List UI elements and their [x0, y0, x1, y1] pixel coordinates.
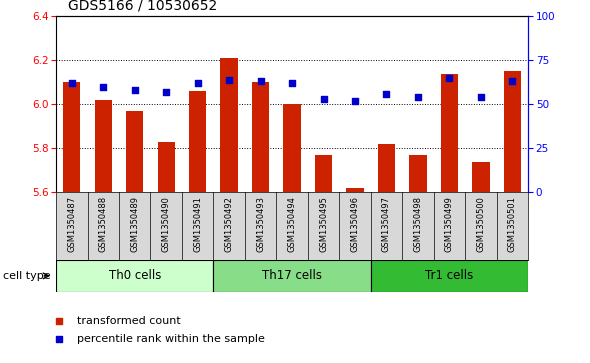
Point	[162, 89, 171, 95]
Bar	[221, 58, 238, 192]
Bar	[346, 188, 363, 192]
Point	[256, 78, 266, 84]
Text: Th0 cells: Th0 cells	[109, 269, 161, 282]
Text: Th17 cells: Th17 cells	[262, 269, 322, 282]
Bar	[252, 82, 269, 192]
Text: GSM1350487: GSM1350487	[67, 196, 76, 252]
Text: cell type: cell type	[3, 271, 51, 281]
Bar	[158, 142, 175, 192]
Bar	[63, 82, 80, 192]
Bar	[371, 260, 528, 292]
Text: GSM1350488: GSM1350488	[99, 196, 108, 252]
Point	[382, 91, 391, 97]
Point	[413, 94, 422, 100]
Point	[54, 318, 64, 324]
Text: GSM1350497: GSM1350497	[382, 196, 391, 252]
Bar	[283, 105, 301, 192]
Bar	[378, 144, 395, 192]
Point	[287, 80, 297, 86]
Bar	[409, 155, 427, 192]
Bar	[504, 72, 521, 192]
Bar	[472, 162, 490, 192]
Text: transformed count: transformed count	[77, 316, 181, 326]
Point	[67, 80, 77, 86]
Bar	[189, 91, 206, 192]
Bar	[315, 155, 332, 192]
Text: GSM1350492: GSM1350492	[225, 196, 234, 252]
Text: GSM1350496: GSM1350496	[350, 196, 359, 252]
Text: GSM1350495: GSM1350495	[319, 196, 328, 252]
Text: GSM1350489: GSM1350489	[130, 196, 139, 252]
Bar	[94, 100, 112, 192]
Text: Tr1 cells: Tr1 cells	[425, 269, 474, 282]
Bar	[214, 260, 371, 292]
Bar	[126, 111, 143, 192]
Point	[99, 84, 108, 90]
Text: GSM1350499: GSM1350499	[445, 196, 454, 252]
Text: GSM1350493: GSM1350493	[256, 196, 265, 252]
Point	[350, 98, 360, 104]
Text: GSM1350494: GSM1350494	[287, 196, 297, 252]
Text: GSM1350500: GSM1350500	[476, 196, 486, 252]
Text: percentile rank within the sample: percentile rank within the sample	[77, 334, 264, 344]
Text: GSM1350501: GSM1350501	[508, 196, 517, 252]
Text: GSM1350491: GSM1350491	[193, 196, 202, 252]
Text: GDS5166 / 10530652: GDS5166 / 10530652	[68, 0, 217, 13]
Point	[193, 80, 202, 86]
Bar	[441, 74, 458, 192]
Point	[224, 77, 234, 83]
Point	[507, 78, 517, 84]
Point	[476, 94, 486, 100]
Text: GSM1350490: GSM1350490	[162, 196, 171, 252]
Point	[445, 75, 454, 81]
Text: GSM1350498: GSM1350498	[414, 196, 422, 252]
Point	[54, 337, 64, 342]
Bar	[56, 260, 214, 292]
Point	[319, 96, 328, 102]
Point	[130, 87, 139, 93]
